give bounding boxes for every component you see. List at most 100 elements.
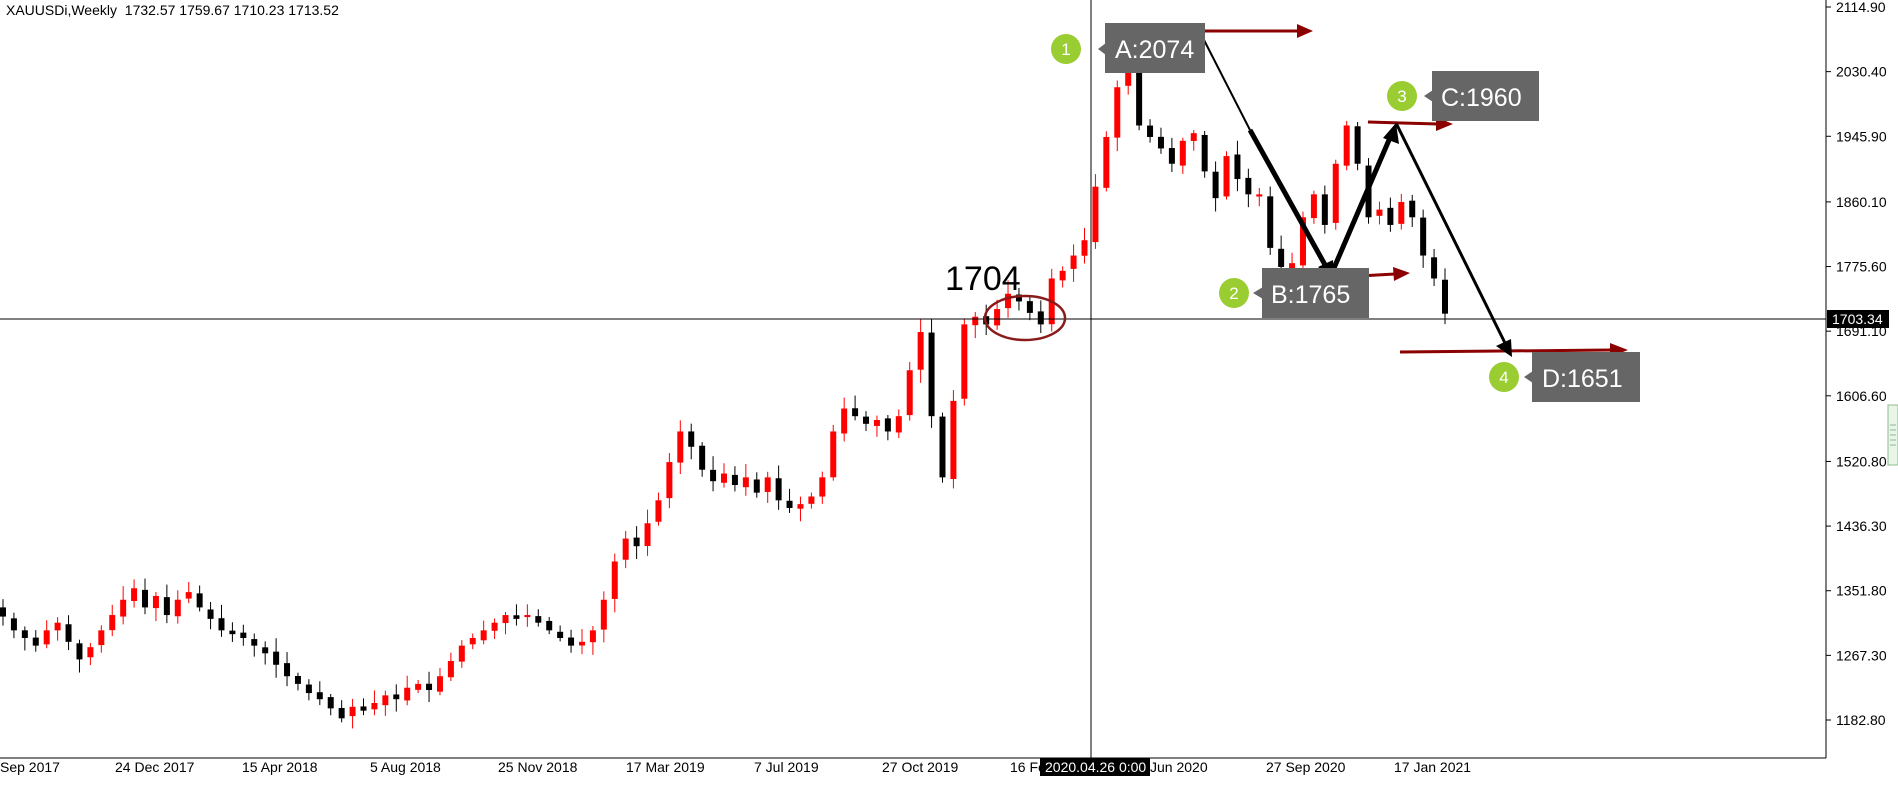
crosshair-time-box (1040, 758, 1150, 776)
time-tick-label: 27 Oct 2019 (882, 759, 958, 775)
candle (611, 553, 618, 613)
level-arrow-c (1367, 120, 1439, 126)
candle-body (819, 477, 826, 497)
candle-body (863, 416, 870, 424)
candle-body (710, 469, 717, 482)
candle-body (43, 630, 50, 645)
time-tick-label: Jun 2020 (1150, 759, 1208, 775)
annotation-labels: 1 A:2074 2 B:1765 3 C:1960 4 (1051, 23, 1640, 402)
price-tick-label: 1351.80 (1836, 583, 1887, 599)
candle (469, 633, 476, 650)
candle (1267, 186, 1274, 255)
time-axis[interactable]: Sep 2017 24 Dec 2017 15 Apr 2018 5 Aug 2018… (0, 759, 1471, 775)
price-tick-label: 2114.90 (1836, 0, 1886, 15)
price-axis[interactable]: 2114.902030.401945.901860.101775.601691.… (1826, 0, 1887, 728)
time-tick-label: 17 Mar 2019 (626, 759, 705, 775)
candle-body (1190, 133, 1197, 141)
candle-body (611, 561, 618, 599)
candle (1114, 80, 1121, 152)
time-tick-label: 25 Nov 2018 (498, 759, 578, 775)
candle (0, 599, 6, 626)
candle-body (415, 683, 422, 690)
time-tick-label: 17 Jan 2021 (1394, 759, 1471, 775)
candle (1354, 122, 1361, 171)
candle (753, 472, 760, 498)
candle-body (305, 684, 312, 694)
candle (928, 319, 935, 428)
candle (1398, 193, 1405, 230)
candle-body (917, 332, 924, 370)
candle-body (294, 675, 301, 684)
candle-body (1212, 171, 1219, 199)
price-tick-label: 1182.80 (1836, 712, 1886, 728)
candle (1201, 130, 1208, 178)
candle-body (120, 599, 127, 617)
leg-cd-head (1496, 339, 1512, 357)
annotation-a: 1 A:2074 (1051, 23, 1205, 73)
candle (1332, 159, 1339, 230)
candle-body (152, 595, 159, 609)
candle (1321, 185, 1328, 234)
candle-body (666, 462, 673, 499)
candle (502, 611, 509, 635)
candle-body (87, 647, 94, 658)
candle (480, 620, 487, 645)
candle-body (251, 639, 258, 646)
callout-d-box (1532, 352, 1640, 402)
price-tick-label: 1775.60 (1836, 259, 1887, 275)
candle-body (98, 630, 105, 646)
candle-body (622, 538, 629, 560)
candle (742, 464, 749, 496)
level-arrowhead-b (1393, 267, 1410, 281)
scroll-handle[interactable] (1887, 404, 1898, 466)
price-tick-label: 1945.90 (1836, 128, 1887, 144)
candle-body (950, 400, 957, 480)
candle-body (1332, 163, 1339, 223)
candle-body (426, 683, 433, 691)
candle (360, 698, 367, 716)
candle (98, 625, 105, 653)
candle-body (873, 419, 880, 426)
candle (1409, 194, 1416, 227)
badge-2 (1219, 278, 1249, 308)
candle (863, 411, 870, 432)
candle-body (568, 637, 575, 646)
candle (633, 526, 640, 560)
header-ohlc: 1732.57 1759.67 1710.23 1713.52 (124, 2, 339, 18)
candle (1059, 266, 1066, 288)
candle-body (1245, 177, 1252, 195)
candle (185, 582, 192, 604)
callout-d-pointer (1524, 371, 1533, 383)
candle-body (1278, 248, 1285, 268)
candle-body (32, 637, 39, 646)
candle (830, 424, 837, 481)
candle (207, 602, 214, 630)
candle (447, 652, 454, 682)
candle-body (1343, 125, 1350, 166)
candle (54, 617, 61, 641)
callout-c-text: C:1960 (1441, 84, 1522, 112)
badge-4-number: 4 (1499, 368, 1508, 387)
candle-body (229, 630, 236, 635)
candle (578, 629, 585, 655)
callout-a-box (1105, 23, 1205, 73)
leg-ab-thin (1203, 39, 1251, 131)
time-tick-label: 27 Sep 2020 (1266, 759, 1346, 775)
candle-body (742, 477, 749, 488)
candle (21, 626, 28, 651)
candle-body (1442, 279, 1448, 314)
candle (906, 361, 913, 421)
candle-body (721, 473, 727, 483)
candle-body (1376, 209, 1383, 216)
candle (589, 626, 596, 655)
candle (731, 466, 738, 492)
candle-body (491, 622, 498, 631)
candle-body (207, 609, 214, 619)
candle-body (895, 416, 902, 433)
candle (1234, 140, 1241, 192)
candle (131, 579, 138, 608)
leg-bc (1331, 132, 1395, 269)
candle-body (284, 663, 291, 677)
